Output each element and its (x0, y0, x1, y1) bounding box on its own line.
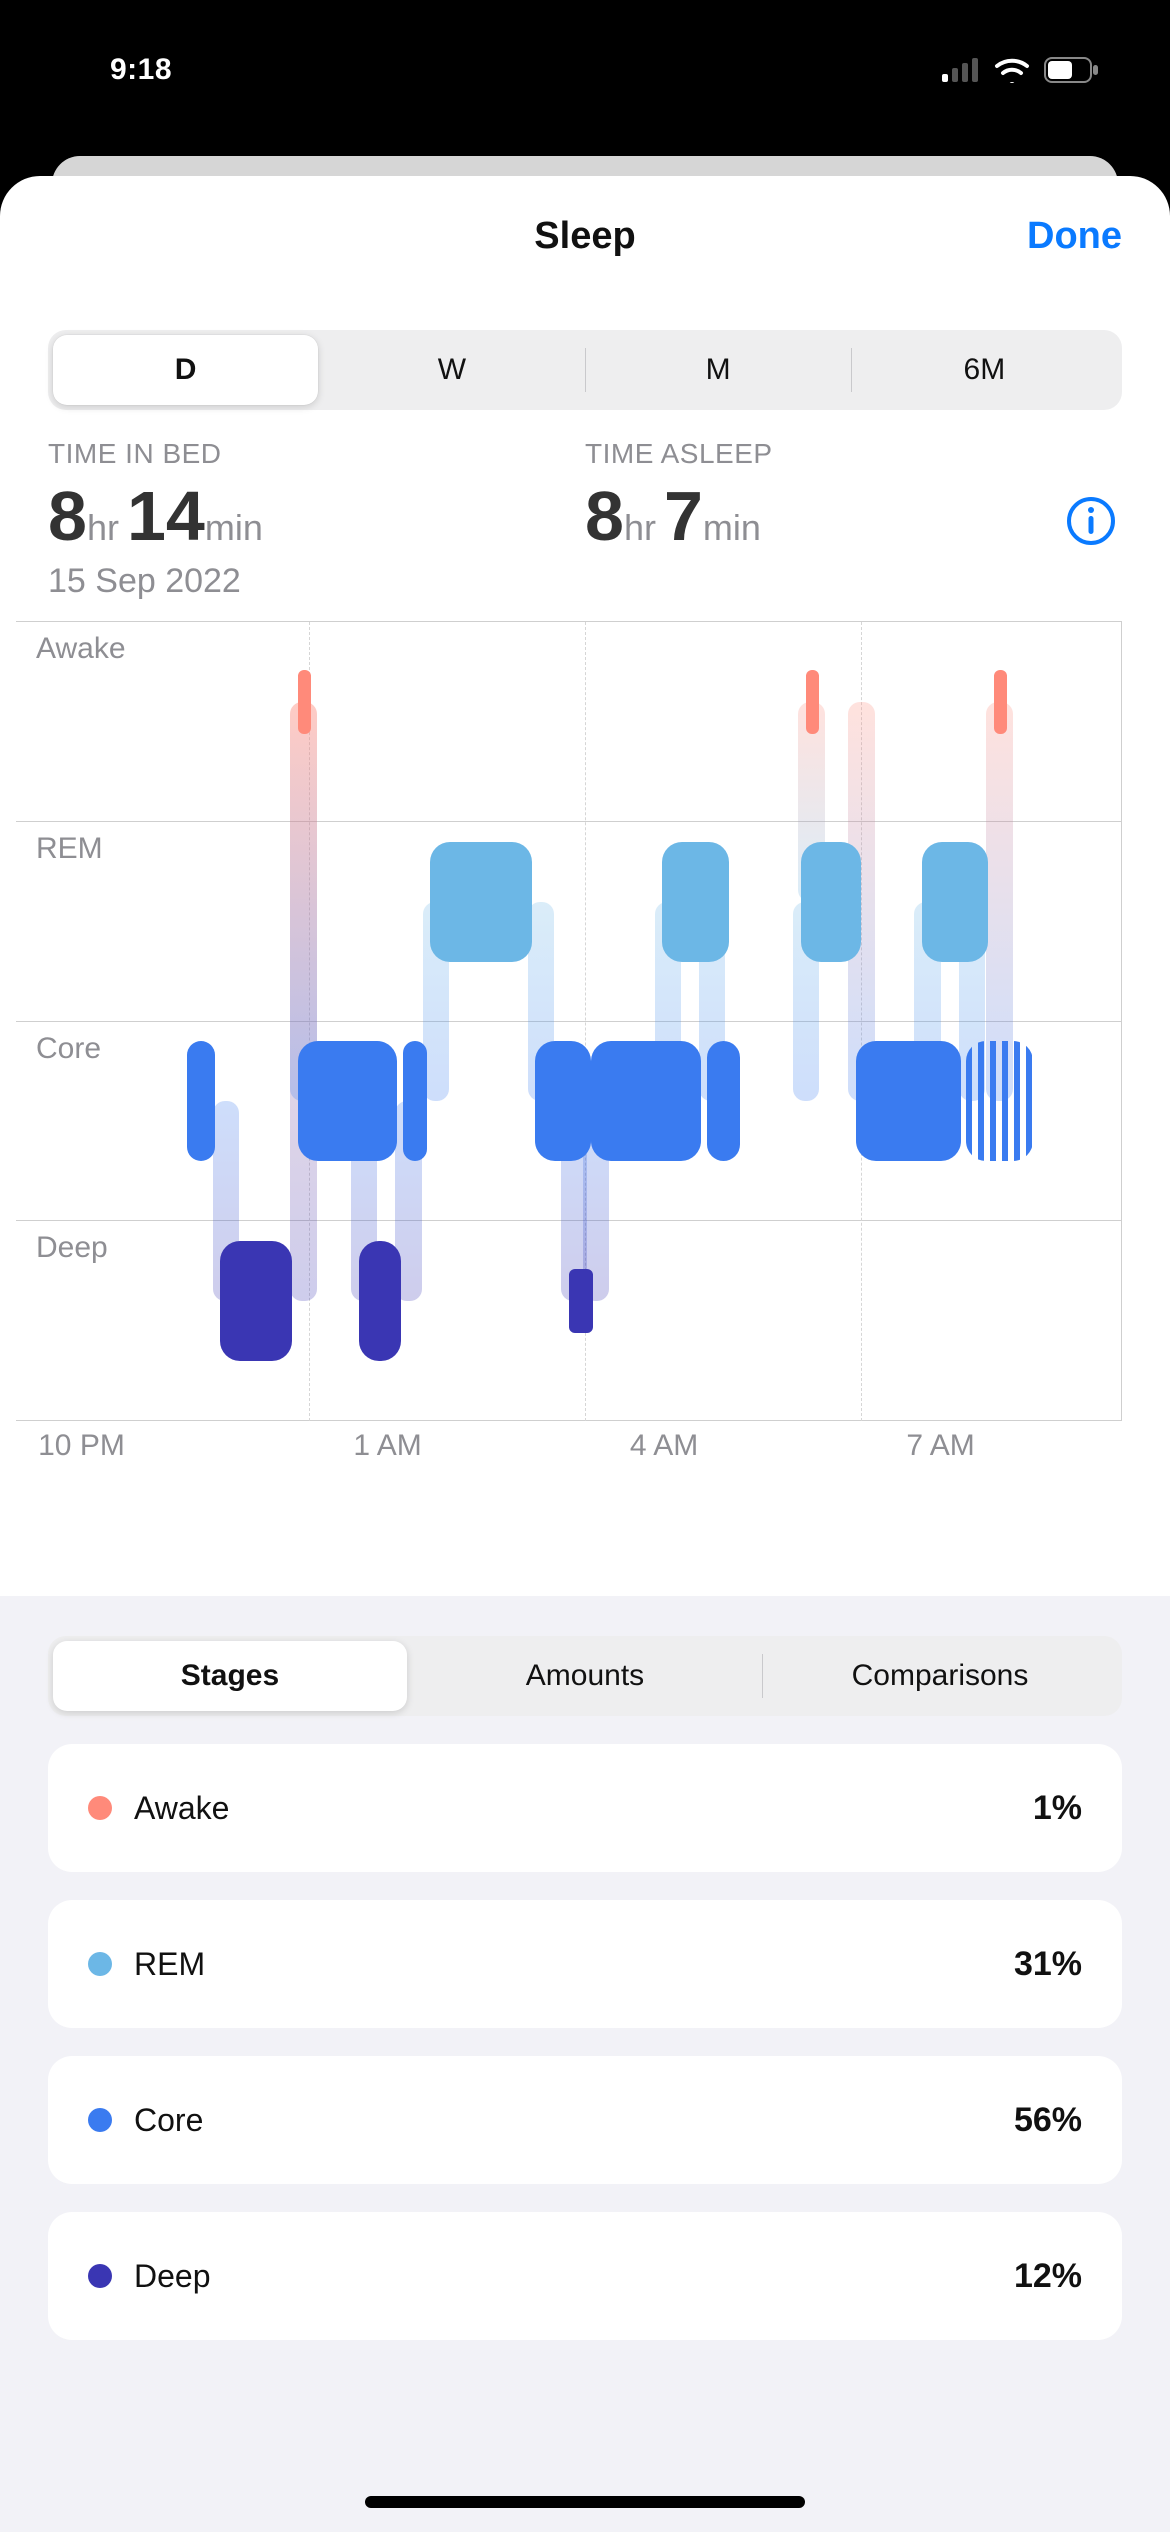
sleep-bar-core (298, 1041, 397, 1161)
sleep-bar-core (187, 1041, 215, 1161)
stage-list: Awake 1% REM 31% Core 56% Deep 12% (48, 1744, 1122, 2340)
stage-color-dot (88, 1796, 112, 1820)
x-tick-label: 1 AM (353, 1429, 421, 1463)
sleep-bar-awake (806, 670, 819, 734)
x-tick-label: 7 AM (906, 1429, 974, 1463)
sleep-bar-rem (922, 842, 988, 962)
stage-name-label: Awake (134, 1790, 229, 1827)
stage-percent: 31% (1014, 1945, 1082, 1984)
stage-color-dot (88, 2264, 112, 2288)
range-option-d[interactable]: D (53, 335, 318, 405)
status-time: 9:18 (110, 53, 172, 87)
stage-name-label: Core (134, 2102, 203, 2139)
done-button[interactable]: Done (1027, 215, 1122, 258)
detail-option-comparisons[interactable]: Comparisons (763, 1641, 1117, 1711)
sleep-bar-core (856, 1041, 961, 1161)
hr-unit2: hr (624, 507, 656, 548)
sleep-bar-awake (298, 670, 311, 734)
stage-percent: 56% (1014, 2101, 1082, 2140)
time-in-bed-value: 8hr14min (48, 476, 585, 556)
x-tick-label: 4 AM (630, 1429, 698, 1463)
asleep-min: 7 (664, 477, 703, 555)
hr-unit: hr (87, 507, 119, 548)
detail-option-stages[interactable]: Stages (53, 1641, 407, 1711)
stage-percent: 12% (1014, 2257, 1082, 2296)
min-unit2: min (703, 507, 761, 548)
time-summary: TIME IN BED 8hr14min TIME ASLEEP 8hr7min (48, 438, 1122, 556)
sheet-header: Sleep Done (0, 176, 1170, 296)
range-option-m[interactable]: M (586, 335, 851, 405)
sleep-bar-deep (569, 1269, 593, 1333)
min-unit: min (205, 507, 263, 548)
stage-color-dot (88, 1952, 112, 1976)
sleep-bar-deep (359, 1241, 401, 1361)
row-label: Awake (36, 632, 126, 666)
battery-icon (1044, 57, 1100, 83)
range-option-w[interactable]: W (319, 335, 584, 405)
sheet-title: Sleep (534, 215, 635, 258)
sleep-bar-rem (430, 842, 532, 962)
sleep-bar-rem (662, 842, 728, 962)
row-label: Core (36, 1032, 101, 1066)
date-label: 15 Sep 2022 (48, 562, 1122, 601)
row-label: Deep (36, 1231, 108, 1265)
chart-row-awake: Awake (16, 622, 1121, 822)
time-asleep-value: 8hr7min (585, 476, 1122, 556)
sleep-bar-core (966, 1041, 1032, 1161)
stage-name-label: Deep (134, 2258, 211, 2295)
stage-card-core[interactable]: Core 56% (48, 2056, 1122, 2184)
row-label: REM (36, 832, 103, 866)
stage-color-dot (88, 2108, 112, 2132)
detail-segmented-control[interactable]: StagesAmountsComparisons (48, 1636, 1122, 1716)
in-bed-hours: 8 (48, 477, 87, 555)
stage-card-rem[interactable]: REM 31% (48, 1900, 1122, 2028)
stage-card-awake[interactable]: Awake 1% (48, 1744, 1122, 1872)
asleep-hours: 8 (585, 477, 624, 555)
info-button[interactable] (1066, 496, 1116, 551)
range-option-6m[interactable]: 6M (852, 335, 1117, 405)
sleep-bar-core (535, 1041, 590, 1161)
status-bar: 9:18 (0, 0, 1170, 140)
time-in-bed: TIME IN BED 8hr14min (48, 438, 585, 556)
time-asleep: TIME ASLEEP 8hr7min (585, 438, 1122, 556)
wifi-icon (994, 57, 1030, 83)
status-icons (942, 57, 1100, 83)
home-indicator[interactable] (365, 2496, 805, 2508)
sleep-stage-chart: Awake REM Core Deep 10 PM 1 AM 4 AM 7 AM (16, 621, 1122, 1477)
detail-option-amounts[interactable]: Amounts (408, 1641, 762, 1711)
x-tick-label: 10 PM (38, 1429, 125, 1463)
stage-percent: 1% (1033, 1789, 1082, 1828)
time-asleep-label: TIME ASLEEP (585, 438, 1122, 470)
cellular-icon (942, 58, 980, 82)
sleep-sheet: Sleep Done DWM6M TIME IN BED 8hr14min TI… (0, 176, 1170, 2532)
stage-name-label: REM (134, 1946, 205, 1983)
details-section: StagesAmountsComparisons Awake 1% REM 31% Co… (0, 1596, 1170, 2532)
time-in-bed-label: TIME IN BED (48, 438, 585, 470)
sleep-bar-deep (220, 1241, 292, 1361)
sleep-bar-rem (801, 842, 862, 962)
sleep-bar-awake (994, 670, 1007, 734)
sleep-bar-core (707, 1041, 740, 1161)
sleep-bar-core (591, 1041, 702, 1161)
in-bed-min: 14 (127, 477, 205, 555)
range-segmented-control[interactable]: DWM6M (48, 330, 1122, 410)
sleep-bar-core (403, 1041, 427, 1161)
stage-card-deep[interactable]: Deep 12% (48, 2212, 1122, 2340)
